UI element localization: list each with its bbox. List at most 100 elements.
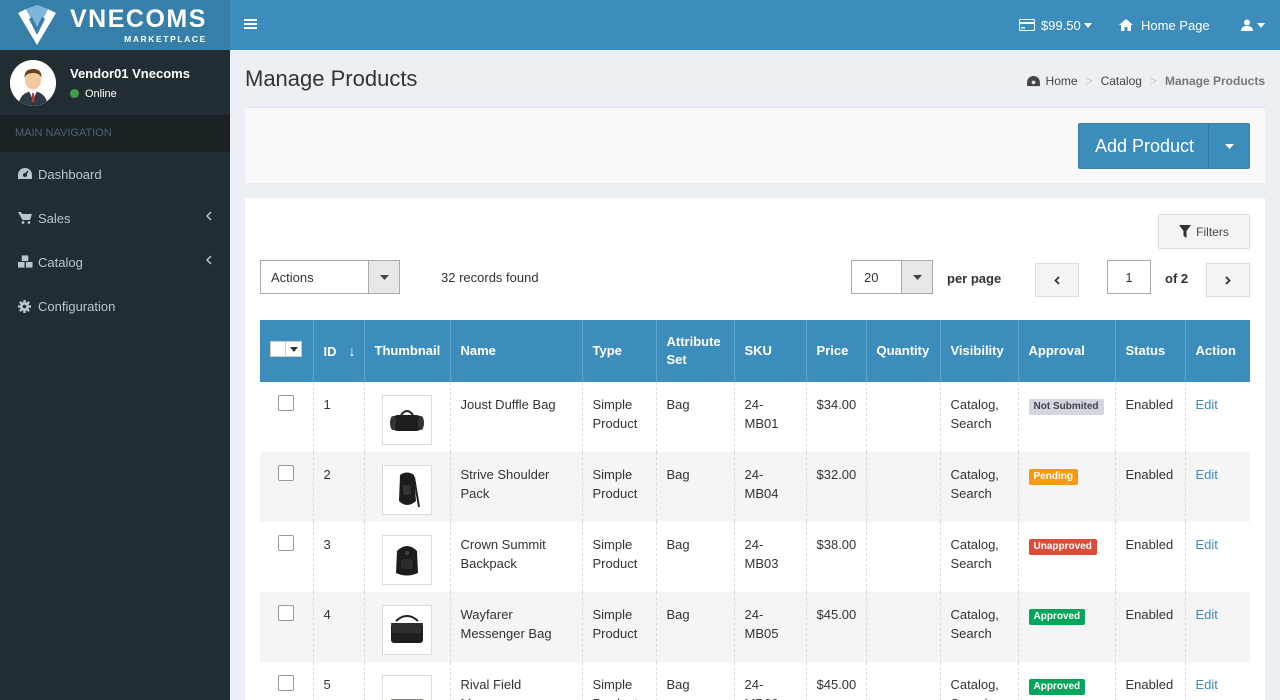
cell-thumbnail: [364, 592, 451, 662]
next-page-button[interactable]: [1206, 263, 1250, 297]
row-select-cell: [260, 592, 314, 662]
cell-type: Simple Product: [582, 592, 657, 662]
row-checkbox[interactable]: [278, 605, 294, 621]
cell-status: Enabled: [1115, 522, 1186, 592]
cell-visibility: Catalog, Search: [940, 522, 1019, 592]
per-page-select[interactable]: 20: [851, 260, 933, 294]
hamburger-menu-icon[interactable]: [244, 17, 258, 31]
row-checkbox[interactable]: [278, 395, 294, 411]
per-page-label: per page: [947, 271, 1002, 286]
column-header-sku[interactable]: SKU: [734, 320, 807, 382]
cell-approval: Approved: [1018, 592, 1116, 662]
cell-type: Simple Product: [582, 452, 657, 522]
approval-badge: Approved: [1028, 609, 1086, 625]
cell-action: Edit: [1185, 522, 1250, 592]
row-checkbox[interactable]: [278, 675, 294, 691]
breadcrumb-separator: >: [1149, 74, 1157, 88]
approval-badge: Not Submited: [1028, 399, 1104, 415]
sidebar-item-label: Catalog: [38, 254, 83, 270]
breadcrumb: Home > Catalog > Manage Products: [1026, 74, 1265, 88]
column-header-name[interactable]: Name: [450, 320, 583, 382]
cell-action: Edit: [1185, 382, 1250, 452]
avatar: [10, 59, 56, 106]
edit-link[interactable]: Edit: [1195, 607, 1218, 622]
add-product-button[interactable]: Add Product: [1079, 124, 1209, 168]
balance-amount: $99.50: [1041, 17, 1081, 33]
chevron-left-icon: [206, 211, 212, 221]
filters-label: Filters: [1196, 224, 1229, 239]
cell-id: 5: [313, 662, 365, 700]
balance-dropdown[interactable]: $99.50: [1019, 0, 1092, 50]
cell-sku: 24-MB03: [734, 522, 807, 592]
column-header-status[interactable]: Status: [1115, 320, 1186, 382]
product-thumbnail[interactable]: [381, 675, 432, 700]
cell-id: 1: [313, 382, 365, 452]
edit-link[interactable]: Edit: [1195, 467, 1218, 482]
sidebar-item-dashboard[interactable]: Dashboard: [0, 152, 230, 196]
product-thumbnail[interactable]: [381, 465, 432, 515]
column-header-approval[interactable]: Approval: [1018, 320, 1116, 382]
row-select-cell: [260, 662, 314, 700]
add-product-dropdown-toggle[interactable]: [1209, 124, 1249, 168]
sidebar-item-label: Sales: [38, 210, 71, 226]
column-header-price[interactable]: Price: [806, 320, 867, 382]
cell-status: Enabled: [1115, 662, 1186, 700]
online-status-icon: [70, 89, 79, 98]
home-icon: [1119, 19, 1133, 31]
edit-link[interactable]: Edit: [1195, 397, 1218, 412]
checkbox-box: [271, 342, 285, 356]
cell-action: Edit: [1185, 592, 1250, 662]
user-status-label: Online: [85, 87, 117, 100]
home-page-link[interactable]: Home Page: [1119, 0, 1210, 50]
cell-quantity: [866, 522, 941, 592]
product-thumbnail[interactable]: [381, 395, 432, 445]
brand-text: VNECOMS MARKETPLACE: [70, 6, 207, 44]
user-avatar-icon: [10, 59, 56, 106]
column-header-visibility[interactable]: Visibility: [940, 320, 1019, 382]
cell-price: $34.00: [806, 382, 867, 452]
cell-type: Simple Product: [582, 382, 657, 452]
caret-down-icon: [1257, 22, 1265, 28]
cell-status: Enabled: [1115, 452, 1186, 522]
cell-action: Edit: [1185, 452, 1250, 522]
sidebar: Vendor01 Vnecoms Online MAIN NAVIGATION …: [0, 50, 230, 700]
user-menu[interactable]: [1241, 0, 1265, 50]
cell-status: Enabled: [1115, 382, 1186, 452]
product-thumbnail[interactable]: [381, 605, 432, 655]
records-found: 32 records found: [441, 270, 539, 285]
row-checkbox[interactable]: [278, 465, 294, 481]
cell-sku: 24-MB05: [734, 592, 807, 662]
user-info: Vendor01 Vnecoms Online: [70, 66, 190, 100]
product-thumbnail[interactable]: [381, 535, 432, 585]
sidebar-item-sales[interactable]: Sales: [0, 196, 230, 240]
caret-down-icon: [285, 342, 301, 356]
select-all-checkbox[interactable]: [270, 341, 302, 357]
caret-down-icon: [368, 261, 399, 293]
column-header-type[interactable]: Type: [582, 320, 657, 382]
sidebar-item-label: Configuration: [38, 298, 116, 314]
user-panel: Vendor01 Vnecoms Online: [0, 50, 230, 115]
mass-actions-select[interactable]: Actions: [260, 260, 400, 294]
cell-attribute-set: Bag: [656, 382, 735, 452]
page-title: Manage Products: [245, 66, 418, 91]
column-header-quantity[interactable]: Quantity: [866, 320, 941, 382]
cell-type: Simple Product: [582, 522, 657, 592]
column-header-attribute-set[interactable]: Attribute Set: [656, 320, 735, 382]
breadcrumb-home[interactable]: Home: [1045, 74, 1078, 88]
breadcrumb-catalog[interactable]: Catalog: [1100, 74, 1142, 88]
cell-visibility: Catalog, Search: [940, 382, 1019, 452]
sidebar-item-configuration[interactable]: Configuration: [0, 284, 230, 328]
cell-approval: Approved: [1018, 662, 1116, 700]
row-checkbox[interactable]: [278, 535, 294, 551]
filters-button[interactable]: Filters: [1158, 214, 1250, 249]
sidebar-item-catalog[interactable]: Catalog: [0, 240, 230, 284]
chevron-left-icon: [206, 255, 212, 265]
gear-icon: [18, 299, 33, 313]
column-header-id[interactable]: ID ↓: [313, 320, 365, 382]
edit-link[interactable]: Edit: [1195, 677, 1218, 692]
cell-quantity: [866, 662, 941, 700]
brand-logo[interactable]: VNECOMS MARKETPLACE: [0, 0, 230, 50]
page-number-input[interactable]: [1107, 260, 1151, 294]
edit-link[interactable]: Edit: [1195, 537, 1218, 552]
previous-page-button[interactable]: [1035, 263, 1079, 297]
